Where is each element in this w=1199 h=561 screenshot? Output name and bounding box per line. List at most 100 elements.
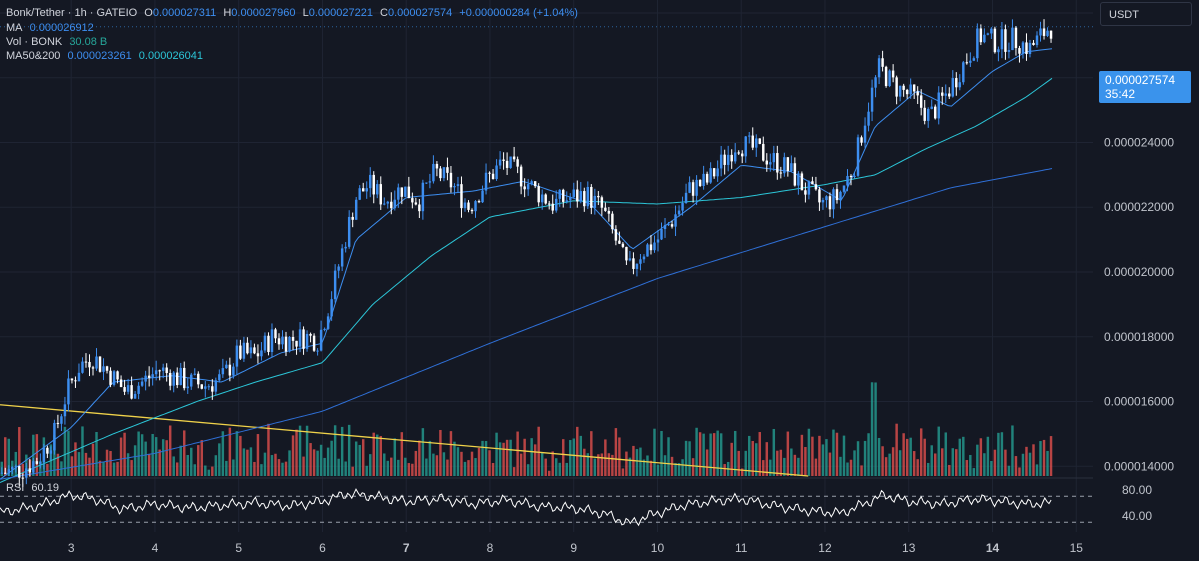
- symbol-label[interactable]: Bonk/Tether · 1h · GATEIO: [6, 7, 138, 19]
- candle-body: [958, 82, 962, 88]
- volume-legend[interactable]: Vol · BONK 30.08 B: [6, 35, 111, 49]
- volume-bar: [804, 447, 807, 476]
- candle-body: [39, 462, 42, 464]
- volume-bar: [751, 441, 754, 476]
- candle-body: [421, 182, 425, 212]
- candle-body: [516, 159, 519, 167]
- last-price-value: 0.000027574: [1105, 73, 1176, 87]
- candle-body: [393, 199, 397, 209]
- candle-body: [586, 186, 590, 207]
- candle-body: [361, 188, 365, 192]
- volume-bar: [295, 429, 298, 476]
- candle-body: [193, 373, 196, 375]
- volume-bar: [1021, 453, 1025, 476]
- volume-bar: [225, 460, 228, 476]
- volume-bar: [428, 440, 432, 476]
- candle-body: [972, 58, 976, 61]
- volume-bar: [790, 448, 793, 476]
- time-axis[interactable]: 3 4 5 6 7 8 9 10 11 12 13 14 15: [68, 541, 1083, 555]
- candle-body: [404, 186, 407, 197]
- volume-bar: [674, 463, 677, 476]
- candle-body: [776, 153, 779, 173]
- candle-body: [533, 181, 537, 187]
- candle-body: [1028, 42, 1032, 54]
- rsi-line: [0, 488, 1052, 527]
- volume-bar: [926, 462, 930, 476]
- volume-bar: [1035, 464, 1039, 476]
- candle-body: [604, 207, 607, 211]
- candle-body: [769, 162, 772, 165]
- rsi-legend[interactable]: RSI 60.19: [6, 481, 63, 495]
- volume-bar: [112, 462, 116, 476]
- candle-body: [323, 328, 326, 330]
- volume-bar: [312, 449, 316, 476]
- volume-bar: [863, 440, 867, 476]
- candle-body: [1025, 42, 1028, 54]
- candle-body: [428, 181, 432, 183]
- candle-body: [565, 200, 568, 202]
- candle-body: [316, 350, 319, 352]
- volume-bar: [330, 440, 333, 476]
- candle-body: [835, 189, 839, 201]
- volume-bar: [116, 461, 119, 476]
- volume-bar: [333, 425, 337, 476]
- candle-body: [249, 347, 253, 354]
- volume-bar: [670, 456, 674, 476]
- open-value: 0.000027311: [152, 7, 217, 19]
- candle-body: [919, 95, 923, 108]
- moving-averages: [0, 48, 1053, 483]
- candle-body: [175, 372, 179, 386]
- quote-currency-button[interactable]: USDT: [1100, 2, 1192, 26]
- volume-bar: [246, 449, 249, 476]
- candle-body: [63, 404, 67, 417]
- volume-bar: [509, 439, 512, 476]
- ma-label: MA: [6, 22, 23, 34]
- volume-bar: [151, 433, 154, 476]
- ma50-200-legend[interactable]: MA50&200 0.000023261 0.000026041: [6, 49, 207, 63]
- volume-bar: [554, 458, 558, 476]
- volume-bar: [407, 463, 411, 476]
- candle-body: [909, 84, 912, 95]
- candle-body: [712, 168, 716, 177]
- volume-bar: [779, 449, 783, 476]
- time-tick-label: 3: [68, 541, 75, 555]
- volume-bar: [347, 424, 351, 476]
- volume-bar: [488, 450, 491, 476]
- candle-body: [81, 361, 84, 373]
- volume-bar: [130, 460, 133, 476]
- candle-body: [667, 224, 670, 226]
- volume-bar: [540, 452, 544, 476]
- candle-body: [158, 370, 161, 372]
- volume-bar: [744, 450, 747, 476]
- candle-body: [305, 333, 309, 349]
- volume-bar: [912, 451, 916, 476]
- volume-bar: [881, 446, 884, 476]
- ma200-value: 0.000026041: [138, 50, 204, 62]
- volume-bar: [239, 435, 242, 476]
- candle-body: [446, 167, 449, 173]
- volume-bar: [762, 460, 765, 476]
- volume-bar: [688, 441, 691, 476]
- ma-legend[interactable]: MA 0.000026912: [6, 21, 98, 35]
- volume-bar: [81, 426, 84, 476]
- candle-body: [77, 372, 81, 382]
- candle-body: [376, 184, 379, 195]
- volume-bar: [526, 464, 530, 476]
- candle-body: [986, 33, 990, 35]
- ma-line-ma50: [0, 77, 1053, 483]
- volume-bar: [576, 426, 579, 476]
- candle-body: [312, 335, 316, 351]
- volume-bar: [986, 436, 990, 476]
- candle-body: [365, 188, 368, 192]
- candle-body: [639, 259, 642, 264]
- volume-bar: [21, 463, 25, 476]
- candle-body: [856, 137, 860, 176]
- volume-bar: [1042, 439, 1046, 476]
- candle-body: [842, 185, 846, 192]
- candle-body: [916, 91, 919, 96]
- trendline[interactable]: [0, 404, 809, 477]
- candle-body: [744, 136, 747, 157]
- volume-bar: [305, 425, 309, 476]
- volume-bar: [284, 461, 288, 476]
